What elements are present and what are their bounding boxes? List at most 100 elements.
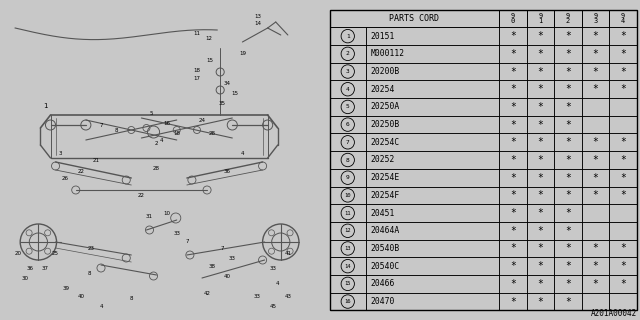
Bar [527,80,554,98]
Text: 28: 28 [209,131,216,136]
Text: 18: 18 [193,68,200,73]
Text: *: * [538,279,543,289]
Text: 20252: 20252 [371,156,395,164]
Text: 23: 23 [88,246,95,251]
Bar [527,257,554,275]
Text: 40: 40 [77,294,84,299]
Bar [499,187,527,204]
Text: *: * [593,67,598,76]
Text: *: * [565,173,571,183]
Text: *: * [565,297,571,307]
Text: *: * [538,297,543,307]
Text: *: * [593,155,598,165]
Text: *: * [593,137,598,147]
Bar [554,80,582,98]
Bar [366,240,499,257]
Bar [582,27,609,45]
Bar [527,63,554,80]
Bar [527,151,554,169]
Text: 20250A: 20250A [371,102,400,111]
Bar [554,187,582,204]
Text: 7: 7 [220,246,224,251]
Text: *: * [510,102,516,112]
Text: *: * [510,190,516,200]
Bar [582,10,609,27]
Text: 33: 33 [229,256,236,261]
Text: *: * [538,120,543,130]
Bar [554,63,582,80]
Text: 20: 20 [15,251,22,256]
Text: 1: 1 [346,34,349,39]
Text: *: * [565,67,571,76]
Text: A201A00042: A201A00042 [591,309,637,318]
Text: *: * [538,190,543,200]
Text: 14: 14 [344,264,351,269]
Text: PARTS CORD: PARTS CORD [389,14,439,23]
Bar [330,80,366,98]
Bar [330,293,366,310]
Text: 7: 7 [99,123,103,128]
Text: *: * [538,173,543,183]
Text: 7: 7 [185,239,189,244]
Text: 12: 12 [205,36,212,41]
Bar [527,222,554,240]
Bar [330,222,366,240]
Bar [609,240,637,257]
Text: *: * [538,208,543,218]
Bar [366,27,499,45]
Bar [582,169,609,187]
Text: 37: 37 [42,266,49,271]
Text: 8: 8 [346,157,349,163]
Text: 13: 13 [344,246,351,251]
Bar [582,80,609,98]
Bar [366,257,499,275]
Text: 3: 3 [59,151,62,156]
Bar [609,293,637,310]
Bar [609,63,637,80]
Bar [330,27,366,45]
Text: *: * [538,84,543,94]
Text: 19: 19 [239,51,246,56]
Bar [499,133,527,151]
Bar [366,45,499,63]
Text: *: * [593,173,598,183]
Text: *: * [593,279,598,289]
Bar [366,204,499,222]
Bar [366,116,499,133]
Text: *: * [620,190,626,200]
Bar [499,257,527,275]
Bar [554,10,582,27]
Bar [582,116,609,133]
Text: 36: 36 [224,169,231,174]
Bar [366,293,499,310]
Text: 4: 4 [346,87,349,92]
Text: *: * [565,279,571,289]
Bar [554,169,582,187]
Text: 24: 24 [198,118,205,123]
Bar [609,204,637,222]
Text: *: * [510,244,516,253]
Text: 33: 33 [269,266,276,271]
Text: *: * [510,49,516,59]
Text: *: * [593,244,598,253]
Bar [554,275,582,293]
Text: *: * [620,173,626,183]
Bar [609,133,637,151]
Text: *: * [620,244,626,253]
Text: *: * [620,279,626,289]
Circle shape [29,233,47,251]
Text: *: * [565,120,571,130]
Text: 5: 5 [346,104,349,109]
Text: 5: 5 [150,111,153,116]
Bar [554,204,582,222]
Bar [499,10,527,27]
Text: *: * [538,102,543,112]
Text: *: * [538,155,543,165]
Text: 7: 7 [346,140,349,145]
Text: 14: 14 [254,21,261,26]
Bar [499,240,527,257]
Text: 18: 18 [173,131,180,136]
Text: *: * [510,297,516,307]
Bar [554,116,582,133]
Bar [527,187,554,204]
